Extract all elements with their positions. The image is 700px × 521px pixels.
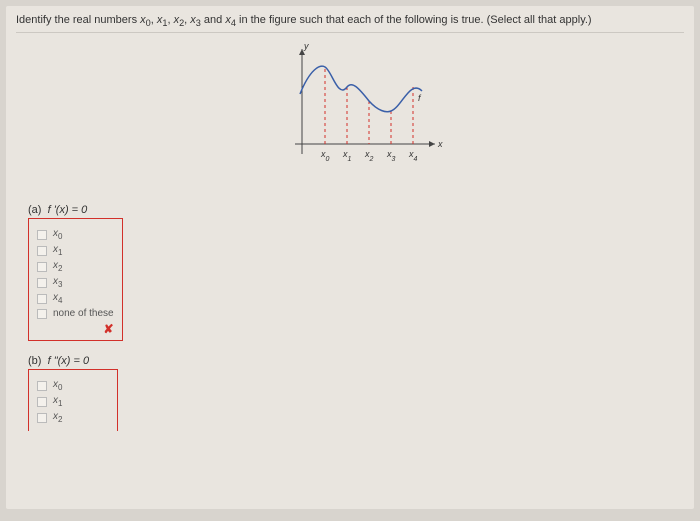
svg-text:f: f bbox=[418, 93, 422, 103]
part-b-label: (b) f "(x) = 0 bbox=[28, 355, 684, 367]
option-row: x2 bbox=[37, 411, 109, 424]
svg-text:x1: x1 bbox=[342, 149, 352, 163]
question-prompt: Identify the real numbers x0, x1, x2, x3… bbox=[16, 14, 684, 33]
part-a-label: (a) f '(x) = 0 bbox=[28, 204, 684, 216]
checkbox[interactable] bbox=[37, 262, 47, 272]
function-graph: y x f x0 x1 x2 x3 x4 bbox=[250, 39, 450, 189]
checkbox[interactable] bbox=[37, 278, 47, 288]
figure-container: y x f x0 x1 x2 x3 x4 bbox=[16, 39, 684, 192]
part-a-options-box: x0 x1 x2 x3 x4 none of these ✘ bbox=[28, 218, 123, 341]
option-row: x1 bbox=[37, 395, 109, 408]
option-row: none of these bbox=[37, 308, 114, 319]
option-label: x1 bbox=[53, 395, 62, 408]
option-label: x2 bbox=[53, 260, 62, 273]
checkbox[interactable] bbox=[37, 397, 47, 407]
checkbox[interactable] bbox=[37, 230, 47, 240]
checkbox[interactable] bbox=[37, 294, 47, 304]
option-row: x3 bbox=[37, 276, 114, 289]
checkbox[interactable] bbox=[37, 381, 47, 391]
svg-text:x0: x0 bbox=[320, 149, 330, 163]
checkbox[interactable] bbox=[37, 246, 47, 256]
option-row: x2 bbox=[37, 260, 114, 273]
option-label: x4 bbox=[53, 292, 62, 305]
option-label: x3 bbox=[53, 276, 62, 289]
option-label: x1 bbox=[53, 244, 62, 257]
checkbox[interactable] bbox=[37, 413, 47, 423]
svg-text:x4: x4 bbox=[408, 149, 418, 163]
part-b-options-box: x0 x1 x2 bbox=[28, 369, 118, 431]
option-label: none of these bbox=[53, 308, 114, 319]
option-row: x1 bbox=[37, 244, 114, 257]
option-row: x0 bbox=[37, 228, 114, 241]
checkbox[interactable] bbox=[37, 309, 47, 319]
svg-text:y: y bbox=[303, 41, 309, 51]
option-label: x0 bbox=[53, 379, 62, 392]
incorrect-icon: ✘ bbox=[104, 322, 114, 336]
svg-text:x: x bbox=[437, 139, 443, 149]
svg-text:x3: x3 bbox=[386, 149, 396, 163]
option-row: x0 bbox=[37, 379, 109, 392]
option-label: x2 bbox=[53, 411, 62, 424]
svg-text:x2: x2 bbox=[364, 149, 374, 163]
option-label: x0 bbox=[53, 228, 62, 241]
option-row: x4 bbox=[37, 292, 114, 305]
